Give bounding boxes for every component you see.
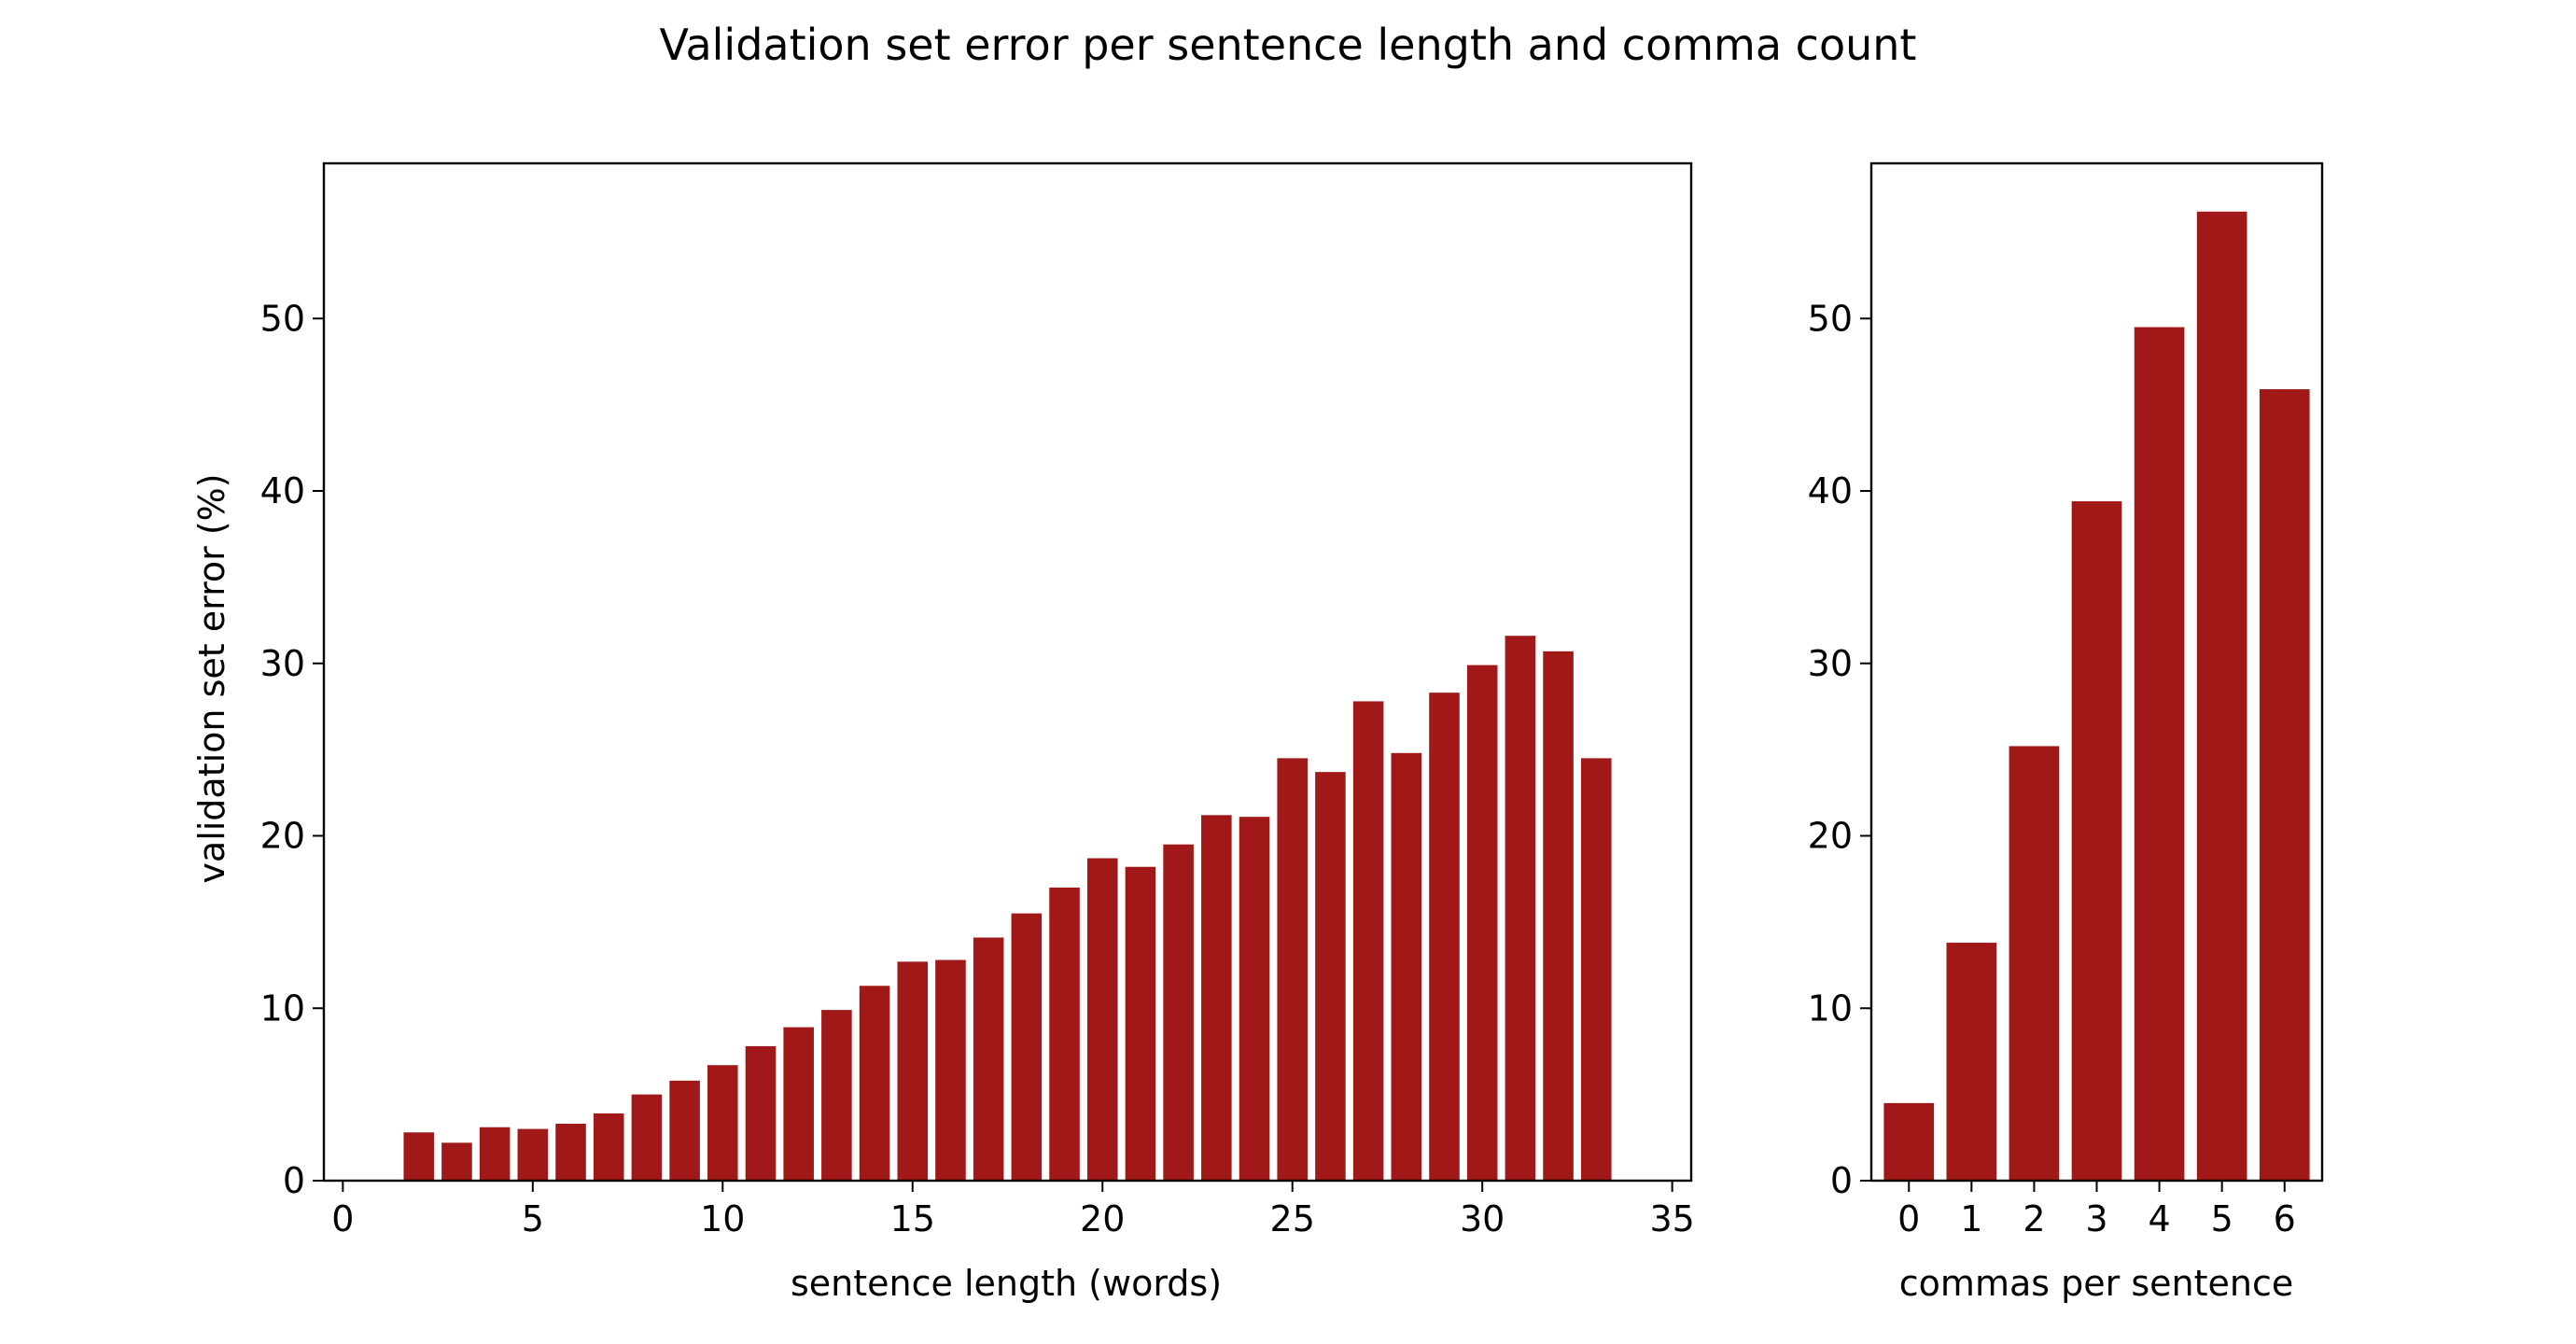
comma-count-x-tick-label: 0 [1897,1198,1920,1239]
sentence-length-bar [707,1065,738,1181]
chart-title: Validation set error per sentence length… [660,20,1917,70]
sentence-length-bar [403,1132,435,1181]
sentence-length-bar [441,1142,472,1181]
sentence-length-y-tick-label: 50 [260,298,305,339]
sentence-length-bar [1352,701,1384,1181]
sentence-length-bar [935,959,966,1181]
sentence-length-ylabel: validation set error (%) [191,473,232,883]
sentence-length-x-tick-label: 15 [890,1198,935,1239]
sentence-length-y-tick-label: 40 [260,470,305,511]
sentence-length-bar [1543,651,1574,1181]
sentence-length-bar [897,961,929,1181]
sentence-length-axes-frame [322,161,1693,1183]
comma-count-bar [2009,746,2060,1181]
sentence-length-bar [1505,636,1536,1181]
comma-count-xlabel: commas per sentence [1899,1263,2293,1304]
sentence-length-bar [859,986,890,1181]
sentence-length-bar [1315,772,1346,1181]
comma-count-bar [2259,389,2310,1181]
sentence-length-bar [1391,752,1422,1181]
sentence-length-x-tick-label: 30 [1460,1198,1505,1239]
sentence-length-bar [1429,693,1460,1181]
sentence-length-bar [593,1113,624,1181]
sentence-length-x-tick-label: 35 [1649,1198,1694,1239]
comma-count-y-tick-label: 30 [1808,643,1853,684]
comma-count-bar [2071,501,2122,1181]
sentence-length-x-tick-label: 20 [1080,1198,1125,1239]
sentence-length-bar [1239,817,1270,1181]
comma-count-y-tick-label: 10 [1808,987,1853,1029]
sentence-length-bar [1201,815,1232,1181]
sentence-length-bar [821,1010,852,1181]
comma-count-y-tick-label: 40 [1808,470,1853,511]
comma-count-y-tick-label: 20 [1808,816,1853,857]
comma-count-y-tick-label: 0 [1830,1160,1853,1201]
sentence-length-bar [1163,844,1194,1181]
sentence-length-x-tick-label: 10 [700,1198,745,1239]
sentence-length-x-tick-label: 0 [331,1198,354,1239]
comma-count-x-tick-label: 5 [2211,1198,2233,1239]
sentence-length-bar [669,1080,700,1181]
sentence-length-y-tick-label: 10 [260,987,305,1029]
sentence-length-bar [1086,858,1118,1181]
sentence-length-bar [555,1124,586,1181]
sentence-length-bar [517,1128,549,1181]
comma-count-x-tick-label: 2 [2023,1198,2045,1239]
comma-count-x-tick-label: 4 [2148,1198,2170,1239]
comma-count-bar [1946,943,1997,1181]
sentence-length-bar [1011,913,1043,1181]
sentence-length-bar [745,1045,777,1181]
sentence-length-bar [1049,887,1080,1181]
sentence-length-y-tick-label: 20 [260,816,305,857]
comma-count-bar [2196,211,2247,1182]
sentence-length-bar [1125,866,1156,1181]
sentence-length-bar [479,1127,511,1181]
sentence-length-panel: validation set error (%) sentence length… [191,161,1695,1304]
sentence-length-x-tick-label: 5 [522,1198,544,1239]
comma-count-y-tick-label: 50 [1808,298,1853,339]
comma-count-x-tick-label: 6 [2274,1198,2296,1239]
comma-count-bar [1883,1102,1935,1181]
sentence-length-bar [1277,758,1308,1181]
sentence-length-bar [973,937,1004,1181]
comma-count-x-tick-label: 3 [2085,1198,2107,1239]
sentence-length-bar [1580,758,1612,1181]
sentence-length-bar [631,1094,663,1181]
comma-count-x-tick-label: 1 [1960,1198,1982,1239]
sentence-length-y-tick-label: 30 [260,643,305,684]
sentence-length-xlabel: sentence length (words) [791,1263,1222,1304]
sentence-length-bar [1466,665,1498,1181]
sentence-length-y-tick-label: 0 [283,1160,305,1201]
sentence-length-x-tick-label: 25 [1270,1198,1315,1239]
comma-count-bar [2134,327,2185,1181]
sentence-length-bar [783,1027,814,1181]
